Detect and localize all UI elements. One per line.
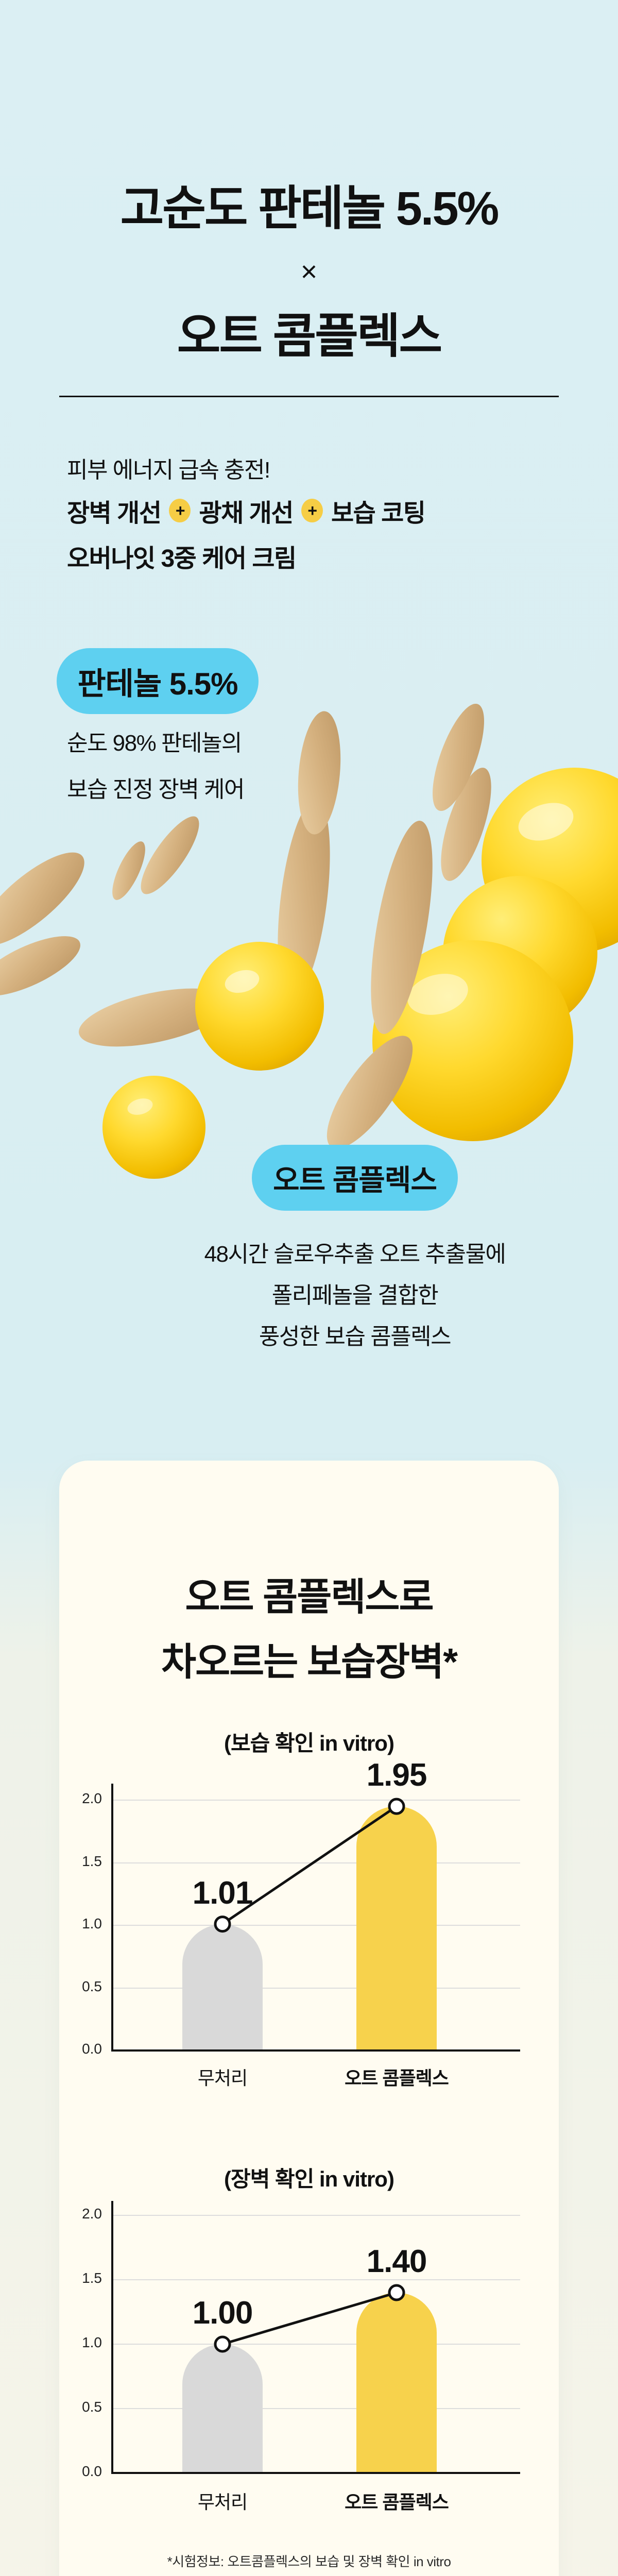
gridline [112, 1925, 520, 1926]
hero-title-line1: 고순도 판테놀 5.5% [120, 182, 500, 235]
y-tick-label: 2.0 [82, 2206, 102, 2222]
data-point-marker [388, 2284, 405, 2301]
card-title-line1: 오트 콤플렉스로 [185, 1575, 434, 1618]
category-label: 오트 콤플렉스 [345, 2067, 449, 2089]
oat-grains-and-yellow-bubbles-illustration [0, 703, 618, 1179]
multiply-icon: × [300, 255, 318, 287]
x-axis [112, 2049, 520, 2052]
bar-오트 콤플렉스 [356, 1806, 437, 2050]
gridline [112, 2279, 520, 2280]
plus-icon: + [169, 499, 191, 522]
trend-line-overlay [214, 1798, 405, 1933]
gridline [112, 2215, 520, 2216]
y-axis [111, 2201, 113, 2474]
benefit-barrier: 장벽 개선 [67, 500, 162, 527]
test-info-footnote: *시험정보: 오트콤플렉스의 보습 및 장벽 확인 in vitro [167, 2554, 451, 2569]
oat-desc-line1: 48시간 슬로우추출 오트 추출물에 [204, 1242, 506, 1267]
divider-line [59, 396, 559, 397]
gridline [112, 1800, 520, 1801]
hero-benefit-row: 장벽 개선 + 광채 개선 + 보습 코팅 [67, 493, 426, 529]
gridline [112, 1987, 520, 1989]
panthenol-badge: 판테놀 5.5% [57, 648, 259, 714]
data-point-marker [214, 1916, 231, 1933]
hero-title-line2: 오트 콤플렉스 [177, 310, 442, 363]
hero-lead-text: 피부 에너지 급속 충전! [67, 457, 270, 483]
y-tick-label: 1.0 [82, 2334, 102, 2350]
bar-무처리 [182, 1924, 263, 2050]
card-title-line2: 차오르는 보습장벽* [161, 1640, 458, 1683]
gridline [112, 2344, 520, 2345]
gridline [112, 1862, 520, 1863]
category-label: 오트 콤플렉스 [345, 2492, 449, 2513]
category-label: 무처리 [197, 2492, 248, 2513]
oat-desc-line2: 폴리페놀을 결합한 [271, 1283, 439, 1308]
y-tick-label: 0.5 [82, 1978, 102, 1994]
bar-오트 콤플렉스 [356, 2293, 437, 2473]
y-tick-label: 1.0 [82, 1916, 102, 1931]
plus-icon: + [301, 499, 323, 522]
hero-benefit-summary: 오버나잇 3중 케어 크림 [67, 545, 297, 572]
y-tick-label: 0.0 [82, 2041, 102, 2057]
panthenol-desc-line2: 보습 진정 장벽 케어 [67, 777, 245, 802]
benefit-moisture: 보습 코팅 [331, 500, 426, 527]
value-label: 1.00 [192, 2295, 253, 2331]
data-point-marker [388, 1798, 405, 1815]
test-result-card [59, 1461, 559, 2576]
y-tick-label: 0.5 [82, 2399, 102, 2415]
y-tick-label: 1.5 [82, 1853, 102, 1869]
chart-title: (보습 확인 in vitro) [224, 1731, 394, 1755]
y-tick-label: 0.0 [82, 2463, 102, 2479]
y-tick-label: 2.0 [82, 1790, 102, 1806]
oat-desc-line3: 풍성한 보습 콤플렉스 [259, 1324, 452, 1349]
category-label: 무처리 [197, 2067, 248, 2089]
oat-complex-badge: 오트 콤플렉스 [252, 1145, 458, 1211]
data-point-marker [214, 2335, 231, 2353]
value-label: 1.40 [366, 2244, 427, 2279]
y-axis [111, 1784, 113, 2052]
chart-title: (장벽 확인 in vitro) [224, 2167, 394, 2191]
value-label: 1.95 [366, 1757, 427, 1793]
panthenol-desc-line1: 순도 98% 판테놀의 [67, 731, 242, 756]
value-label: 1.01 [192, 1875, 253, 1911]
gridline [112, 2408, 520, 2409]
benefit-radiance: 광채 개선 [199, 500, 294, 527]
x-axis [112, 2472, 520, 2474]
y-tick-label: 1.5 [82, 2270, 102, 2286]
trend-line-overlay [214, 2284, 405, 2353]
bar-무처리 [182, 2344, 263, 2473]
